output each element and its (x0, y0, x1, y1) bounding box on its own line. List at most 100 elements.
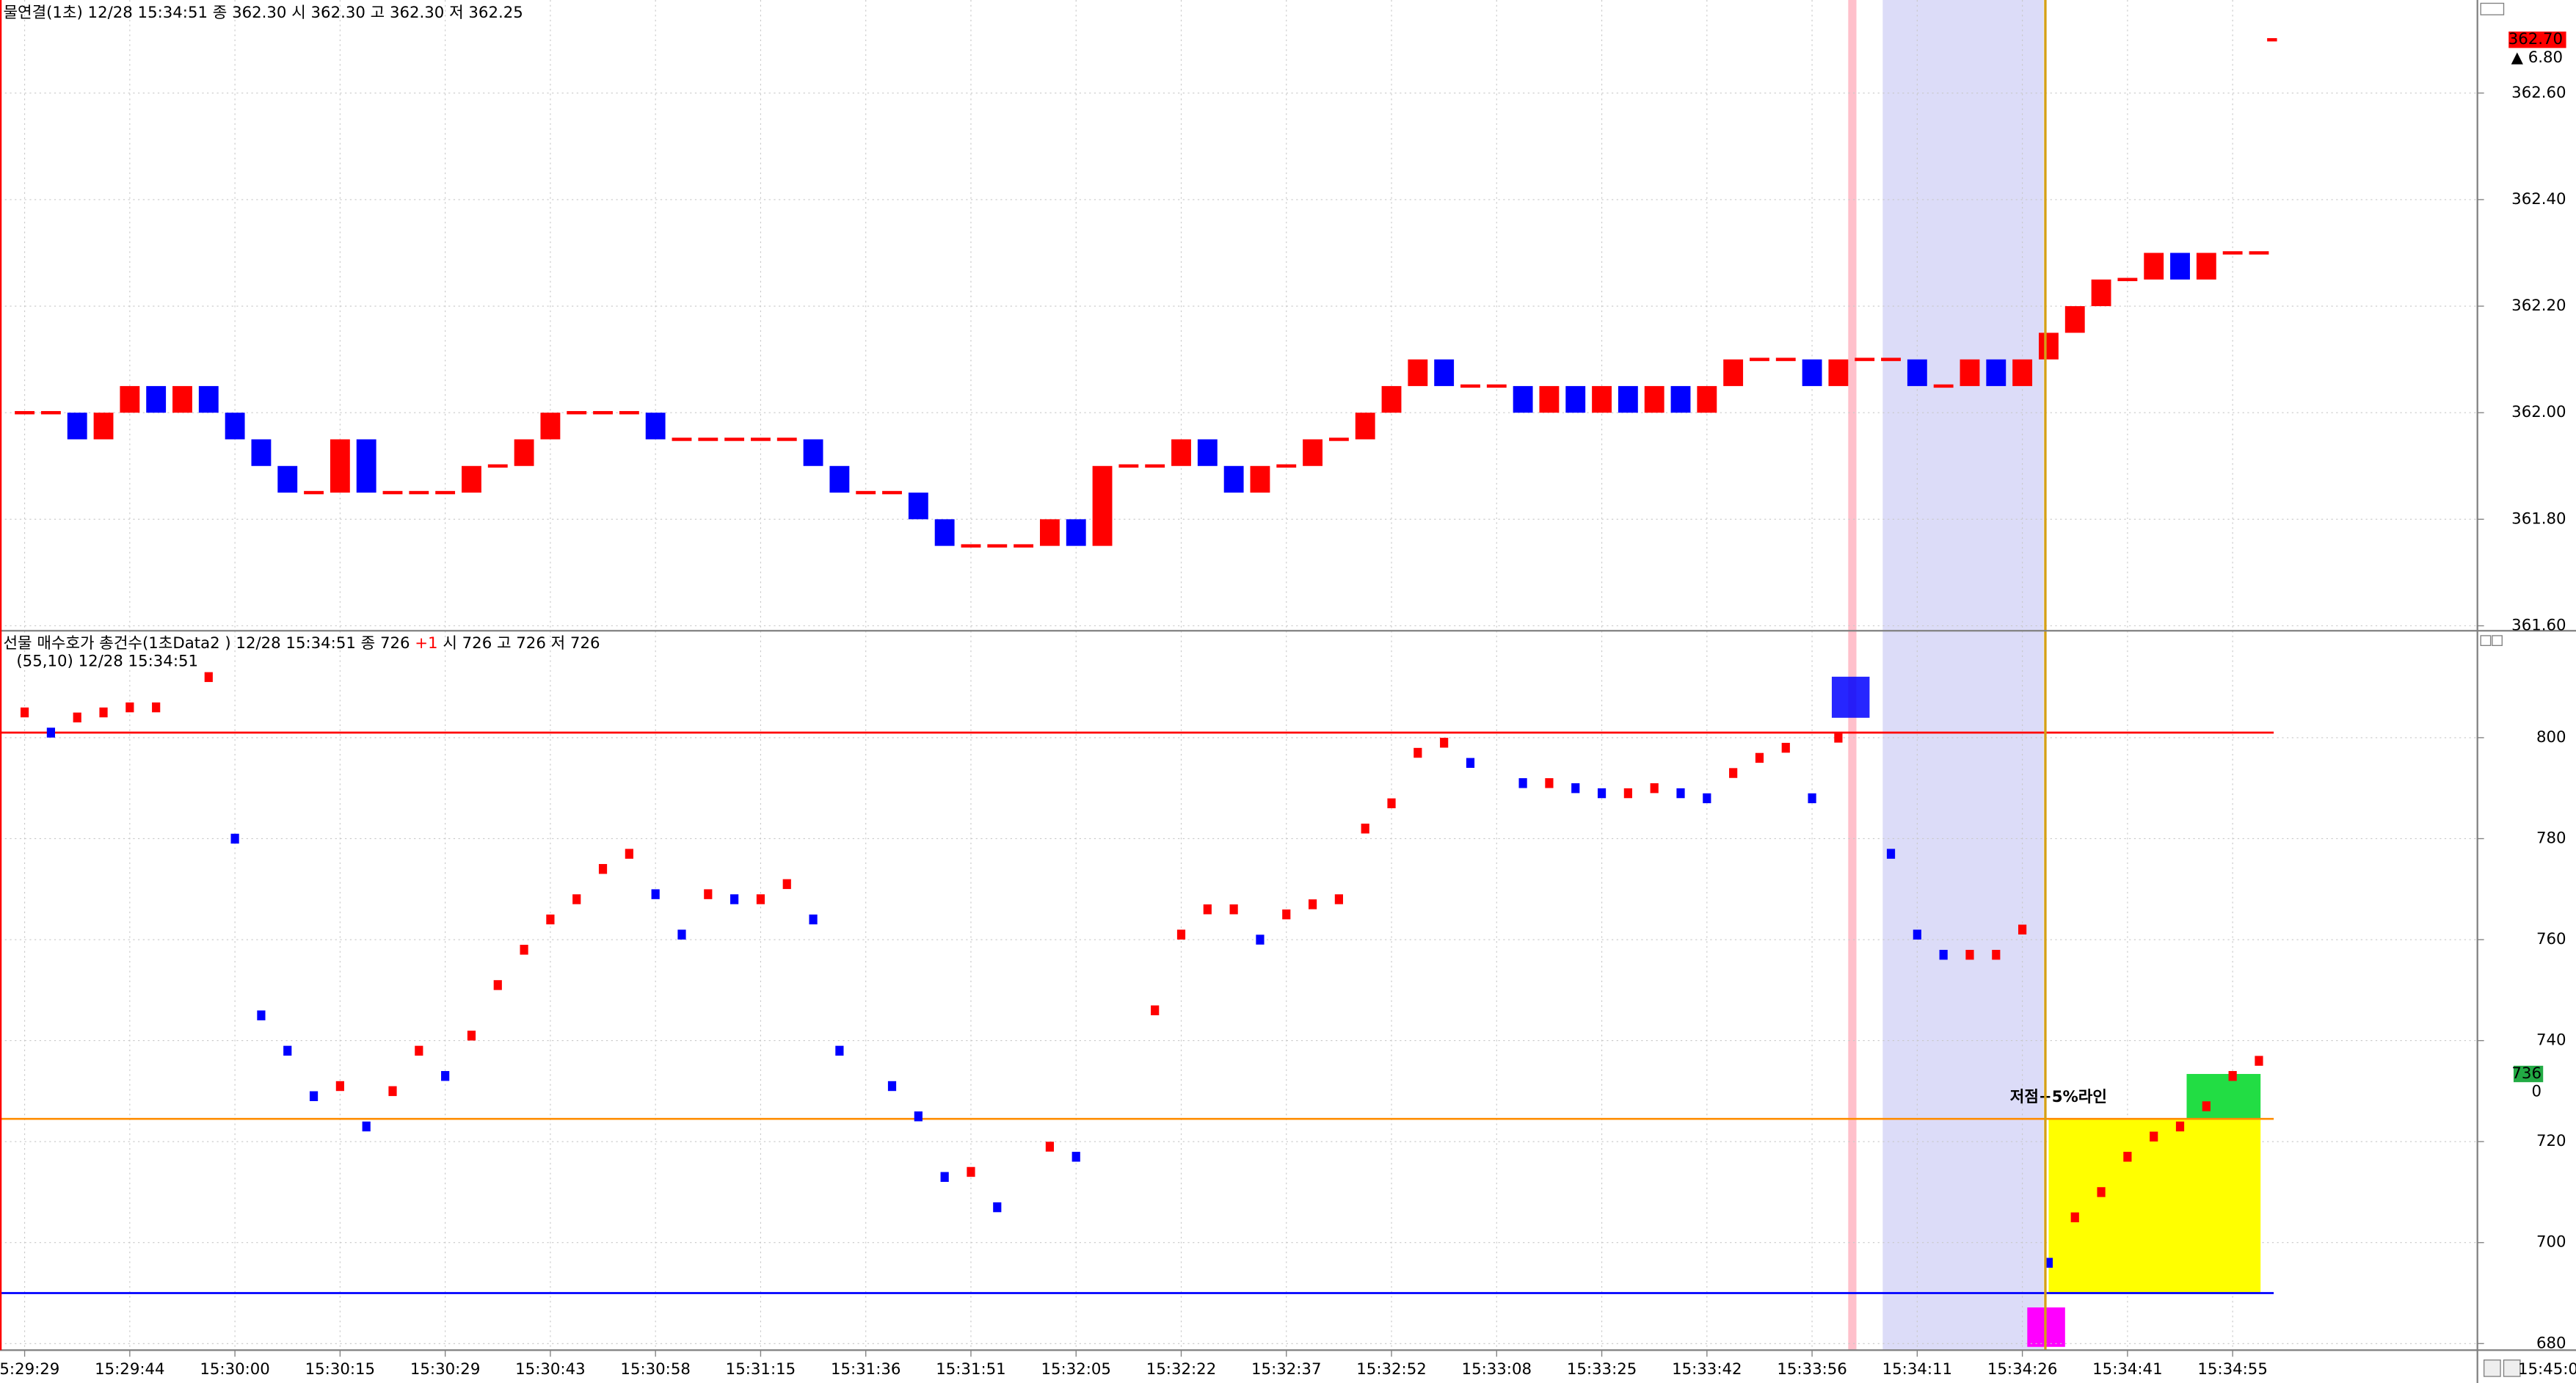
x-tick-label: 15:31:51 (936, 1360, 1005, 1379)
candle (172, 385, 192, 413)
candle (934, 519, 955, 546)
candle (67, 413, 87, 440)
candle (803, 439, 823, 466)
tick-mark (598, 864, 608, 874)
plot-layer: 저점+5%라인 (0, 0, 2484, 1357)
candle (462, 465, 481, 493)
candle (672, 438, 692, 441)
tick-mark (1650, 783, 1659, 794)
x-tick-label: 15:29:44 (95, 1360, 164, 1379)
candle (1303, 439, 1323, 466)
candle (2012, 359, 2033, 386)
tick-mark (2123, 1152, 2132, 1162)
last-price-box (2508, 31, 2566, 48)
window-button[interactable] (2480, 635, 2492, 647)
tick-mark (230, 833, 239, 844)
tick-mark (1440, 738, 1449, 748)
candle (1618, 385, 1638, 413)
high-marker (1831, 676, 1870, 718)
candle (619, 410, 639, 415)
highlight-band (1848, 0, 1857, 1351)
tick-mark (335, 1081, 344, 1092)
tick-mark (809, 914, 818, 925)
x-tick-label: 15:31:15 (726, 1360, 796, 1379)
tick-mark (2228, 1071, 2237, 1081)
candle (2144, 253, 2164, 280)
y-tick-label: 720 (2536, 1132, 2566, 1150)
candle (1907, 359, 1927, 386)
candle (2249, 251, 2269, 255)
tick-mark (1361, 823, 1369, 834)
header-rest: 시 726 고 726 저 726 (438, 634, 600, 653)
candle (251, 439, 272, 466)
candle (1592, 385, 1612, 413)
tick-mark (415, 1045, 423, 1056)
tick-mark (1676, 788, 1685, 799)
tick-mark (967, 1166, 975, 1177)
x-tick-label: 15:32:22 (1146, 1360, 1216, 1379)
candle (146, 385, 167, 413)
candle (1986, 359, 2006, 386)
candle (435, 490, 456, 495)
tick-mark (1151, 1005, 1160, 1016)
candle (1486, 384, 1507, 388)
tick-mark (362, 1121, 371, 1132)
tick-mark (2018, 924, 2027, 934)
candle (304, 490, 324, 495)
x-tick-label: 15:33:42 (1672, 1360, 1742, 1379)
tick-mark (1308, 899, 1317, 910)
candle (356, 439, 376, 493)
tick-mark (2175, 1121, 2185, 1132)
candle (751, 438, 771, 441)
tick-mark (1071, 1152, 1080, 1162)
zoom-button[interactable] (2483, 1360, 2501, 1377)
candle (120, 385, 140, 413)
x-tick-label: 15:45:0 (2518, 1360, 2576, 1379)
last-value-box (2513, 1065, 2544, 1083)
last-change: 0 (2531, 1083, 2542, 1101)
tick-mark (1729, 768, 1738, 778)
tick-mark (125, 702, 134, 713)
price-header: 물연결(1초) 12/28 15:34:51 종 362.30 시 362.30… (3, 4, 523, 22)
tick-mark (2150, 1131, 2158, 1142)
x-tick-label: 15:32:37 (1251, 1360, 1321, 1379)
x-tick-label: 15:34:41 (2092, 1360, 2162, 1379)
candle (277, 465, 298, 493)
window-button[interactable] (2492, 635, 2503, 647)
x-tick-label: 15:34:26 (1987, 1360, 2057, 1379)
window-button[interactable] (2480, 2, 2505, 15)
y-tick-label: 700 (2536, 1233, 2566, 1252)
candle (1014, 544, 1034, 548)
candle (987, 544, 1008, 548)
tick-mark (46, 727, 55, 738)
tick-mark (730, 894, 739, 904)
tick-mark (993, 1202, 1002, 1213)
header-main: 선물 매수호가 총건수(1초Data2 ) 12/28 15:34:51 종 7… (3, 634, 410, 653)
candle (1223, 465, 1244, 493)
tick-mark (835, 1045, 844, 1056)
tick-mark (1045, 1141, 1055, 1152)
tick-mark (283, 1045, 292, 1056)
candle (698, 438, 718, 441)
candle (1276, 464, 1297, 468)
y-tick-label: 362.20 (2511, 297, 2566, 315)
candle (1145, 464, 1165, 468)
volume-subheader: (55,10) 12/28 15:34:51 (16, 653, 198, 671)
tick-mark (1518, 778, 1527, 788)
candle (1723, 359, 1744, 386)
zoom-button[interactable] (2503, 1360, 2521, 1377)
tick-mark (388, 1086, 397, 1097)
candle (1802, 359, 1822, 386)
candle (2170, 253, 2190, 280)
candle (382, 490, 403, 495)
tick-mark (2202, 1101, 2211, 1111)
tick-mark (467, 1031, 476, 1041)
x-tick-label: 15:32:52 (1356, 1360, 1426, 1379)
candle (1460, 384, 1480, 388)
y-tick-label: 760 (2536, 930, 2566, 948)
candle (856, 490, 876, 495)
x-tick-label: 15:32:05 (1041, 1360, 1110, 1379)
tick-mark (1597, 788, 1607, 799)
candle (724, 438, 745, 441)
